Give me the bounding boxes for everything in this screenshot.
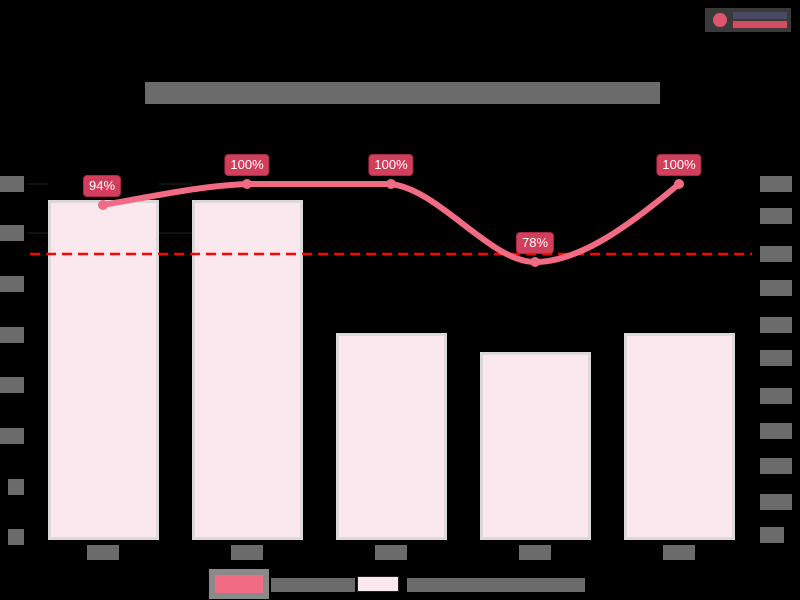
left-axis-tick (0, 225, 24, 241)
bar-2[interactable] (192, 200, 303, 540)
x-axis-label (519, 545, 551, 560)
data-label: 78% (515, 232, 555, 254)
right-axis-tick (760, 494, 792, 510)
right-axis-tick (760, 176, 792, 192)
left-axis-tick (8, 529, 24, 545)
right-axis-tick (760, 350, 792, 366)
legend (207, 569, 585, 599)
left-axis-tick (0, 276, 24, 292)
right-axis-tick (760, 527, 784, 543)
line-series (100, 181, 682, 266)
data-label: 94% (82, 175, 122, 197)
right-axis-tick (760, 423, 792, 439)
right-axis-tick (760, 280, 792, 296)
bar-5[interactable] (624, 333, 735, 540)
x-axis-label (231, 545, 263, 560)
data-label: 100% (656, 154, 702, 176)
right-axis-tick (760, 246, 792, 262)
brand-logo (705, 8, 791, 32)
globe-icon (713, 13, 727, 27)
legend-label-bar (407, 578, 585, 592)
legend-swatch-line (209, 569, 269, 599)
x-axis-label (87, 545, 119, 560)
logo-wordmark-bottom (733, 21, 787, 28)
left-axis-tick (0, 428, 24, 444)
data-label: 100% (224, 154, 270, 176)
x-axis-label (663, 545, 695, 560)
right-axis-tick (760, 388, 792, 404)
left-axis-tick (0, 327, 24, 343)
right-axis-tick (760, 208, 792, 224)
chart-title (145, 82, 660, 104)
left-axis-tick (0, 377, 24, 393)
x-axis-label (375, 545, 407, 560)
right-axis-tick (760, 458, 792, 474)
bar-4[interactable] (480, 352, 591, 540)
logo-wordmark-top (733, 12, 787, 19)
bar-3[interactable] (336, 333, 447, 540)
legend-swatch-bar (357, 576, 399, 592)
left-axis-tick (8, 479, 24, 495)
data-label: 100% (368, 154, 414, 176)
legend-label-line (271, 578, 355, 592)
bar-1[interactable] (48, 200, 159, 540)
right-axis-tick (760, 317, 792, 333)
left-axis-tick (0, 176, 24, 192)
